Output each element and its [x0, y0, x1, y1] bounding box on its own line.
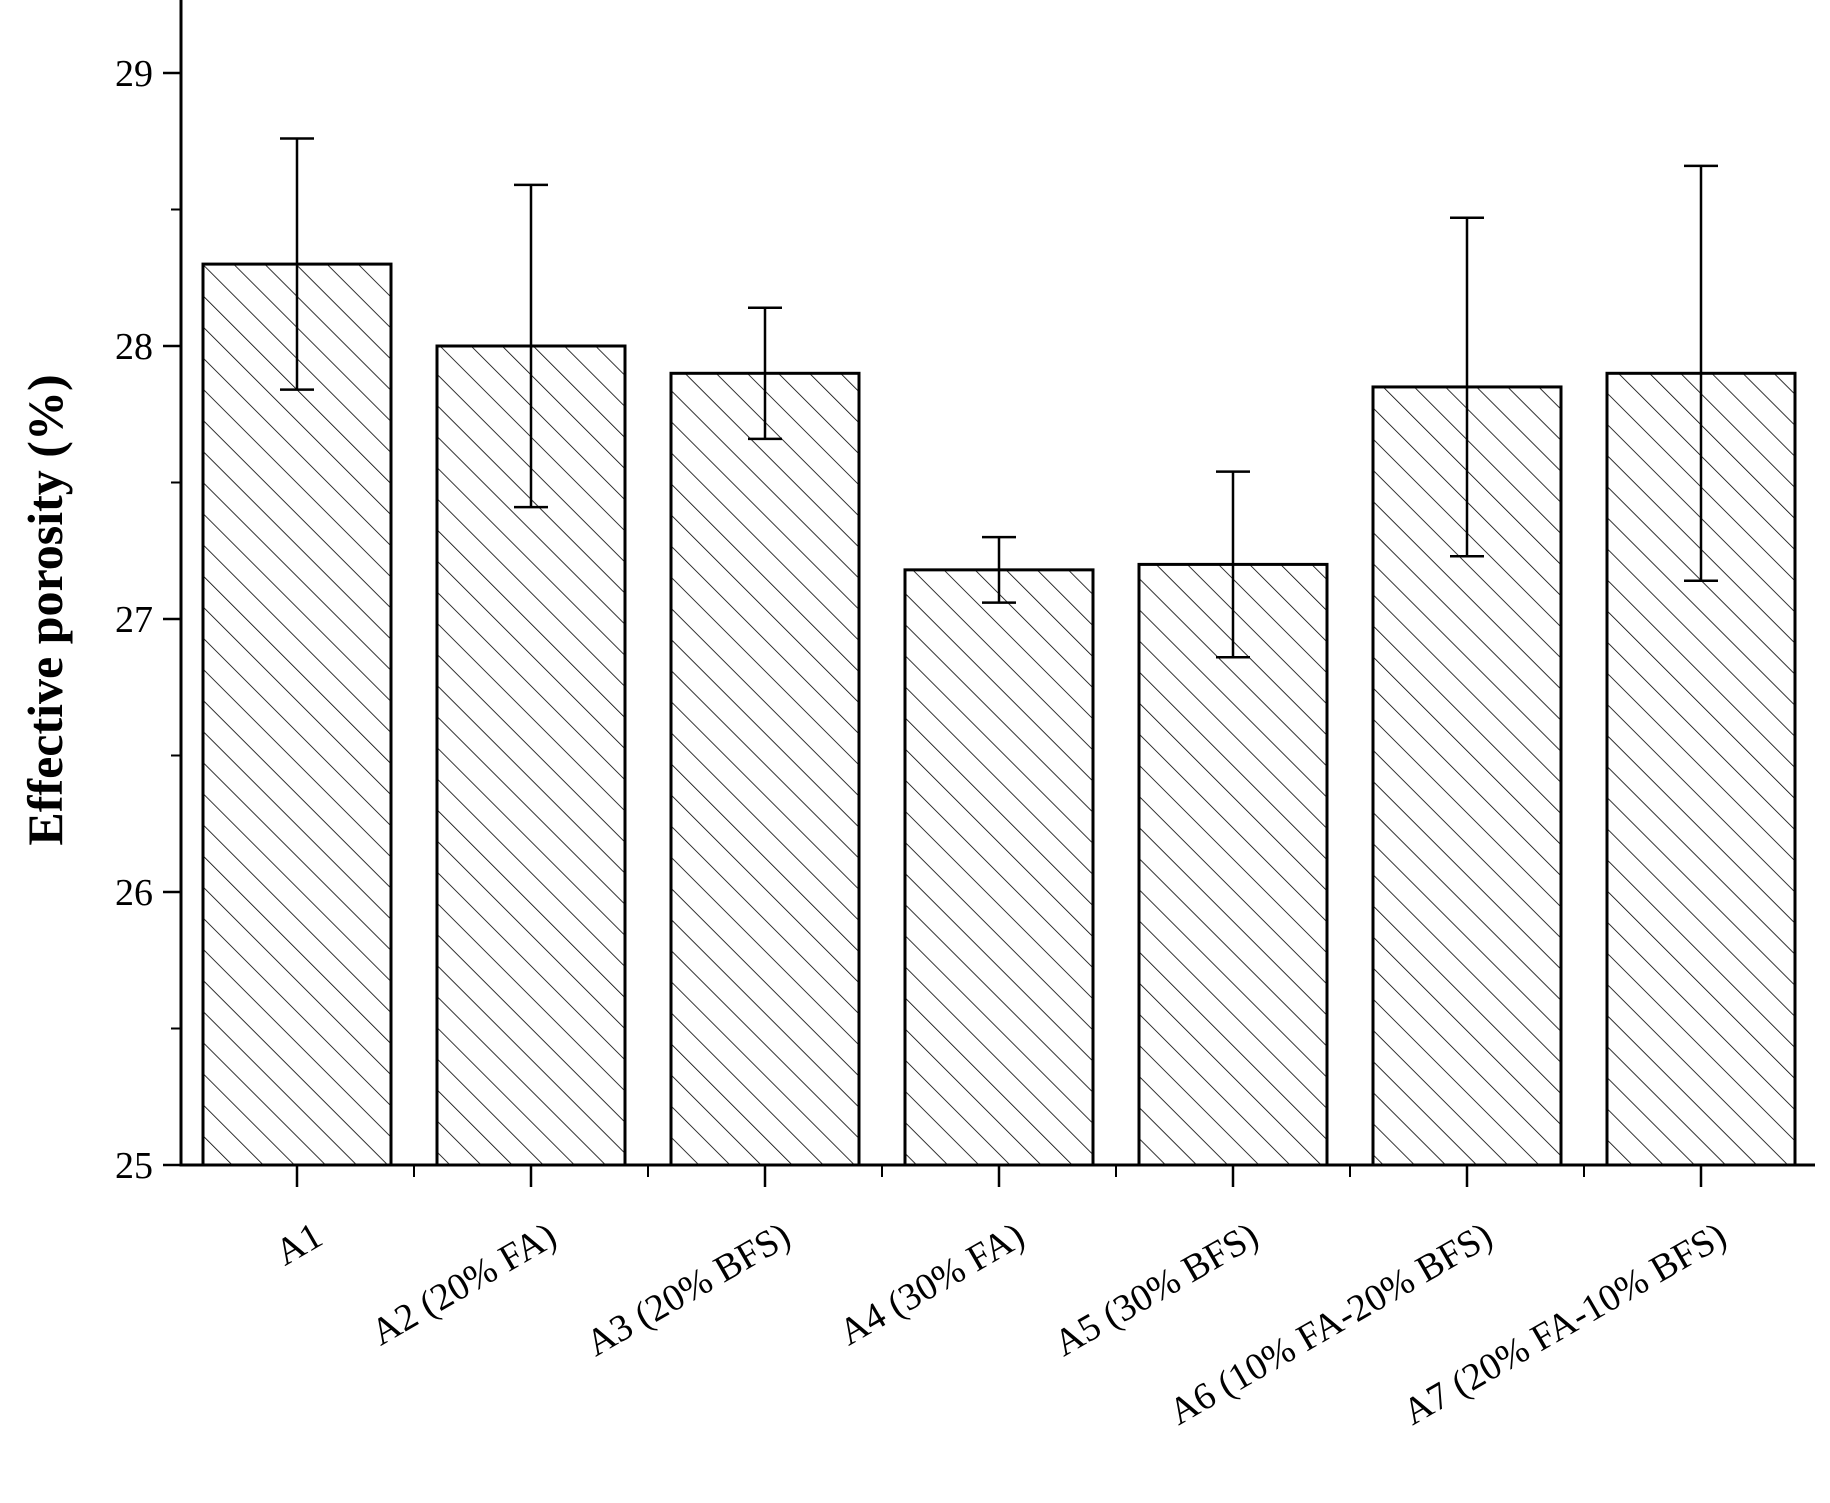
bar-3 — [669, 371, 861, 1167]
y-axis-title: Effective porosity (%) — [17, 374, 73, 845]
y-tick-label-28: 28 — [115, 326, 153, 368]
bar-1 — [201, 262, 393, 1167]
bar-5 — [1137, 562, 1329, 1167]
y-tick-label-25: 25 — [115, 1145, 153, 1187]
axes-layer — [163, 0, 1815, 1187]
x-tick-label-3: A3 (20% BFS) — [579, 1214, 797, 1364]
error-bars-layer — [280, 137, 1718, 659]
y-tick-label-27: 27 — [115, 599, 153, 641]
y-tick-label-29: 29 — [115, 53, 153, 95]
x-tick-label-4: A4 (30% FA) — [832, 1214, 1032, 1353]
y-tick-label-26: 26 — [115, 872, 153, 914]
bars-layer — [201, 262, 1797, 1167]
x-tick-label-1: A1 — [268, 1214, 329, 1274]
x-tick-label-5: A5 (30% BFS) — [1047, 1214, 1265, 1364]
bar-4 — [903, 568, 1095, 1167]
x-tick-label-2: A2 (20% FA) — [364, 1214, 564, 1353]
